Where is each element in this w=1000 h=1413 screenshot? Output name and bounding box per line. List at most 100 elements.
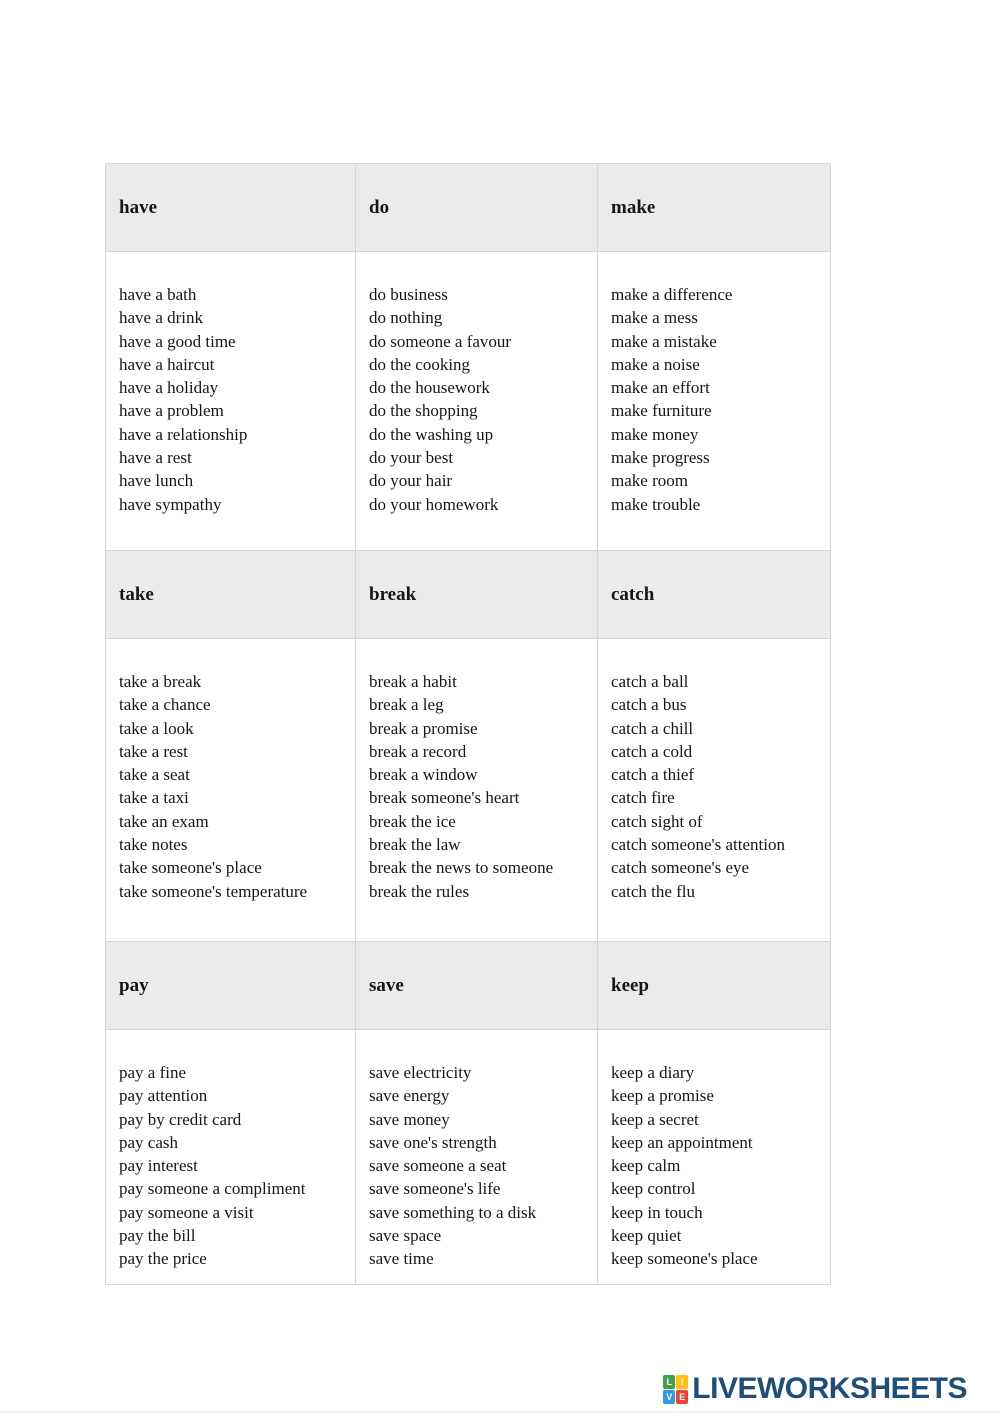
collocation-item: catch someone's attention [611, 835, 785, 855]
collocation-item: save money [369, 1109, 450, 1129]
collocation-item: pay someone a compliment [119, 1179, 306, 1199]
collocation-item: catch a thief [611, 765, 695, 785]
header-cell-keep: keep [597, 941, 831, 1030]
collocation-item: break a leg [369, 695, 444, 715]
header-cell-save: save [355, 941, 598, 1030]
content-cell-keep: keep a diary keep a promise keep a secret k… [597, 1029, 831, 1285]
collocation-item: make progress [611, 448, 710, 468]
content-cell-make: make a difference make a mess make a mista… [597, 251, 831, 551]
header-cell-have: have [105, 163, 356, 252]
collocation-item: take a look [119, 718, 194, 738]
collocation-item: make furniture [611, 401, 712, 421]
header-row-pay-save-keep: pay save keep [105, 941, 831, 1030]
collocation-item: make room [611, 471, 688, 491]
collocation-item: break the ice [369, 811, 456, 831]
collocation-item: make trouble [611, 494, 701, 514]
collocation-item: pay the bill [119, 1226, 196, 1246]
collocation-item: make a difference [611, 285, 733, 304]
logo-square-E: E [676, 1389, 689, 1404]
collocation-item: break a record [369, 741, 467, 761]
collocation-item: have a drink [119, 308, 204, 328]
collocation-item: do someone a favour [369, 331, 512, 351]
page-bottom-edge [0, 1409, 1000, 1413]
collocation-item: have a rest [119, 448, 192, 468]
collocation-item: save one's strength [369, 1132, 497, 1152]
content-cell-have: have a bath have a drink have a good time h… [105, 251, 356, 551]
collocation-item: keep control [611, 1179, 696, 1199]
header-row-have-do-make: have do make [105, 163, 831, 252]
collocation-item: pay the price [119, 1249, 207, 1269]
collocation-item: keep a promise [611, 1086, 714, 1106]
collocation-item: take someone's place [119, 858, 262, 878]
collocation-item: take a taxi [119, 788, 189, 808]
collocation-item: catch fire [611, 788, 675, 808]
collocation-item: keep an appointment [611, 1132, 753, 1152]
collocation-item: take a chance [119, 695, 211, 715]
header-cell-make: make [597, 163, 831, 252]
collocation-item: make a noise [611, 354, 700, 374]
collocation-item: keep someone's place [611, 1249, 758, 1269]
collocation-item: make an effort [611, 378, 710, 398]
collocation-item: do your hair [369, 471, 453, 491]
collocation-item: catch someone's eye [611, 858, 750, 878]
collocation-item: save something to a disk [369, 1202, 537, 1222]
collocation-item: have a bath [119, 285, 197, 304]
collocation-item: do the washing up [369, 424, 494, 444]
collocation-item: pay attention [119, 1086, 208, 1106]
content-cell-do: do business do nothing do someone a favour… [355, 251, 598, 551]
collocation-item: take someone's temperature [119, 881, 308, 901]
collocation-item: pay interest [119, 1156, 198, 1176]
collocation-item: keep calm [611, 1156, 681, 1176]
header-cell-take: take [105, 550, 356, 639]
collocation-item: have a holiday [119, 378, 219, 398]
collocation-item: do the shopping [369, 401, 478, 421]
collocation-item: catch sight of [611, 811, 703, 831]
collocation-item: do nothing [369, 308, 443, 328]
collocation-item: do the housework [369, 378, 490, 398]
collocation-item: break the news to someone [369, 858, 554, 878]
collocation-item: save someone's life [369, 1179, 501, 1199]
content-cell-take: take a break take a chance take a look take… [105, 638, 356, 942]
collocation-item: do your best [369, 448, 454, 468]
collocation-item: have a problem [119, 401, 224, 421]
collocation-item: save someone a seat [369, 1156, 507, 1176]
collocation-item: do your homework [369, 494, 499, 514]
content-cell-pay: pay a fine pay attention pay by credit car… [105, 1029, 356, 1285]
collocation-item: take notes [119, 835, 188, 855]
collocation-item: do the cooking [369, 354, 471, 374]
logo-square-L: L [663, 1374, 676, 1389]
collocation-item: make a mistake [611, 331, 717, 351]
liveworksheets-wordmark[interactable]: LIVEWORKSHEETS [692, 1372, 967, 1405]
collocation-item: pay cash [119, 1132, 179, 1152]
collocation-item: break the law [369, 835, 461, 855]
collocation-item: catch a ball [611, 672, 689, 691]
collocation-item: break the rules [369, 881, 470, 901]
content-row-take-break-catch: take a break take a chance take a look take… [105, 638, 831, 942]
collocation-item: catch a bus [611, 695, 687, 715]
collocation-item: break a habit [369, 672, 457, 691]
header-cell-break: break [355, 550, 598, 639]
collocation-item: save time [369, 1249, 434, 1269]
logo-square-I: I [676, 1374, 689, 1389]
content-row-pay-save-keep: pay a fine pay attention pay by credit car… [105, 1029, 831, 1285]
collocation-item: keep a secret [611, 1109, 699, 1129]
collocation-item: make a mess [611, 308, 698, 328]
header-cell-pay: pay [105, 941, 356, 1030]
collocation-item: have a relationship [119, 424, 248, 444]
collocation-item: save electricity [369, 1063, 472, 1082]
collocation-item: have sympathy [119, 494, 222, 514]
collocation-item: pay a fine [119, 1063, 187, 1082]
collocation-item: keep in touch [611, 1202, 703, 1222]
header-cell-catch: catch [597, 550, 831, 639]
content-cell-break: break a habit break a leg break a promise b… [355, 638, 598, 942]
collocation-item: catch the flu [611, 881, 696, 901]
content-row-have-do-make: have a bath have a drink have a good time h… [105, 251, 831, 551]
collocation-item: have lunch [119, 471, 194, 491]
content-cell-catch: catch a ball catch a bus catch a chill catc… [597, 638, 831, 942]
content-cell-save: save electricity save energy save money sav… [355, 1029, 598, 1285]
collocation-item: keep a diary [611, 1063, 695, 1082]
collocation-item: take a seat [119, 765, 190, 785]
